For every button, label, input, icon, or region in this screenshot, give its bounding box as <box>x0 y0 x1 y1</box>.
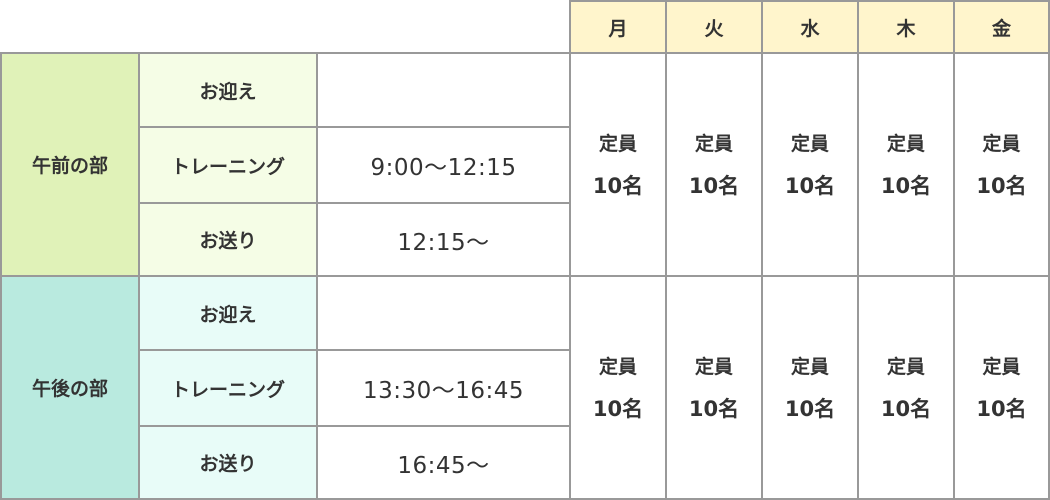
capacity-label: 定員 <box>790 132 829 155</box>
capacity-label: 定員 <box>790 355 829 378</box>
day-header: 月 <box>569 0 667 54</box>
time-cell <box>316 52 571 128</box>
time-cell: 16:45〜 <box>316 425 571 500</box>
time-cell: 12:15〜 <box>316 202 571 277</box>
time-cell <box>316 275 571 351</box>
capacity-label: 定員 <box>982 132 1021 155</box>
capacity-label: 定員 <box>598 132 637 155</box>
day-header: 火 <box>665 0 763 54</box>
capacity-cell: 定員 10名 <box>953 275 1050 500</box>
row-label: お迎え <box>138 52 318 128</box>
day-header: 金 <box>953 0 1050 54</box>
capacity-value: 10名 <box>784 396 836 421</box>
row-label: お送り <box>138 425 318 500</box>
capacity-cell: 定員 10名 <box>953 52 1050 277</box>
session-name: 午後の部 <box>0 275 140 500</box>
row-label: お送り <box>138 202 318 277</box>
capacity-value: 10名 <box>976 396 1027 421</box>
row-label: トレーニング <box>138 126 318 204</box>
capacity-value: 10名 <box>976 173 1027 198</box>
day-header: 水 <box>761 0 859 54</box>
capacity-value: 10名 <box>880 396 932 421</box>
capacity-cell: 定員 10名 <box>665 275 763 500</box>
capacity-cell: 定員 10名 <box>761 52 859 277</box>
capacity-label: 定員 <box>886 132 925 155</box>
capacity-cell: 定員 10名 <box>857 52 955 277</box>
row-label: トレーニング <box>138 349 318 427</box>
capacity-cell: 定員 10名 <box>857 275 955 500</box>
capacity-label: 定員 <box>598 355 637 378</box>
capacity-value: 10名 <box>592 173 644 198</box>
capacity-cell: 定員 10名 <box>761 275 859 500</box>
capacity-label: 定員 <box>694 355 733 378</box>
capacity-value: 10名 <box>688 396 740 421</box>
time-cell: 9:00〜12:15 <box>316 126 571 204</box>
capacity-label: 定員 <box>694 132 733 155</box>
capacity-value: 10名 <box>688 173 740 198</box>
session-name: 午前の部 <box>0 52 140 277</box>
capacity-value: 10名 <box>592 396 644 421</box>
capacity-value: 10名 <box>784 173 836 198</box>
capacity-cell: 定員 10名 <box>569 275 667 500</box>
capacity-cell: 定員 10名 <box>569 52 667 277</box>
day-header: 木 <box>857 0 955 54</box>
capacity-value: 10名 <box>880 173 932 198</box>
capacity-cell: 定員 10名 <box>665 52 763 277</box>
capacity-label: 定員 <box>886 355 925 378</box>
capacity-label: 定員 <box>982 355 1021 378</box>
time-cell: 13:30〜16:45 <box>316 349 571 427</box>
row-label: お迎え <box>138 275 318 351</box>
